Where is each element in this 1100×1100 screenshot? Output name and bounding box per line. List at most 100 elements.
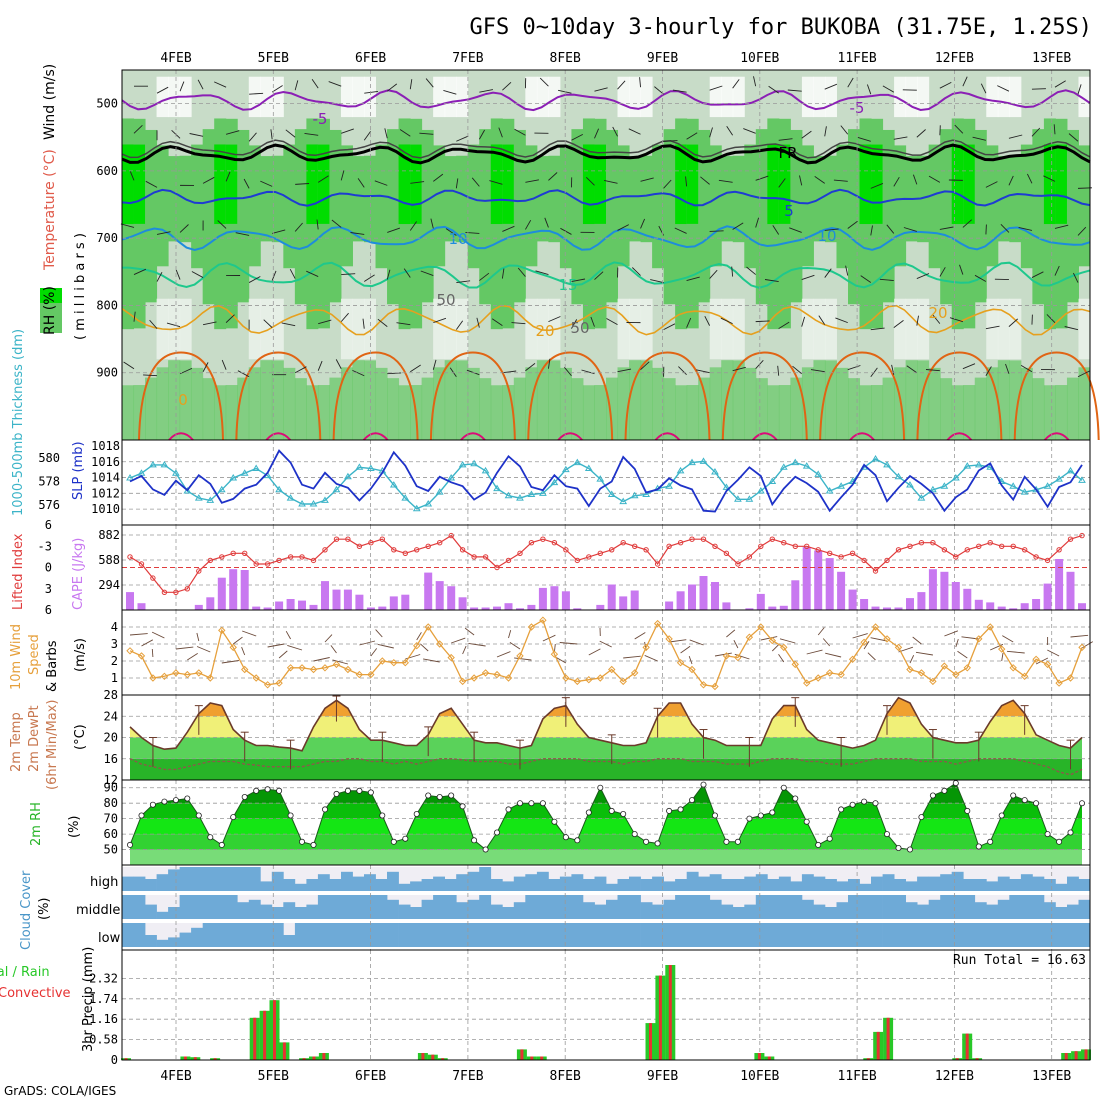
thickness-point: [756, 486, 765, 494]
cloud-cell-middle: [1032, 895, 1045, 919]
rh-band: [974, 129, 987, 303]
cape-bar: [1043, 583, 1052, 610]
wind-barb: [674, 227, 687, 234]
lifted-index-line: [129, 534, 1083, 593]
wind-barb: [471, 177, 480, 187]
wind-barb: [1064, 326, 1079, 331]
rh-point: [127, 841, 134, 848]
wind-barb: [479, 272, 490, 281]
rh-dry: [894, 76, 907, 118]
cloud-cell-middle: [940, 895, 953, 919]
cape-bar: [126, 592, 134, 610]
rh-point: [493, 829, 500, 836]
cloud-cell-low: [559, 923, 572, 947]
lifted-index-point: [345, 536, 351, 542]
cape-bar: [1009, 608, 1018, 610]
date-label-bottom: 7FEB: [452, 1069, 483, 1084]
wind-barb-10m: [324, 634, 333, 643]
wind-barb: [639, 77, 641, 88]
precip-convective-bar: [975, 1058, 979, 1060]
cape-bar: [504, 603, 513, 610]
rh-point: [344, 787, 351, 794]
cape-bar: [332, 589, 341, 610]
rh-point: [436, 794, 443, 801]
rh-dry: [801, 298, 814, 360]
rh-dry: [1009, 298, 1022, 360]
rh-band: [130, 818, 1082, 835]
rh-band: [248, 145, 261, 267]
cloud-cell-low: [940, 923, 953, 947]
wind-barb-10m: [909, 655, 915, 664]
rh-low: [1009, 360, 1022, 440]
lifted-index-point: [700, 536, 707, 542]
lifted-index-point: [930, 540, 936, 546]
wind-barb: [175, 269, 181, 280]
wind-barb: [558, 89, 572, 94]
thickness-point: [745, 495, 754, 502]
cloud-cell-high: [882, 874, 895, 891]
lifted-index-point: [196, 568, 202, 574]
thickness-point: [149, 460, 157, 468]
temperature-contour-25: [429, 351, 516, 441]
rh-dry: [260, 298, 273, 360]
wind-barb: [590, 316, 595, 327]
wind-barb: [772, 225, 780, 235]
wind-speed-point: [998, 645, 1006, 653]
cape-bar: [527, 604, 536, 610]
cloud-cell-middle: [859, 895, 872, 919]
cape-bar: [974, 599, 983, 610]
wind-speed-point: [275, 679, 283, 687]
wind-barb: [225, 171, 231, 182]
cloud-cell-high: [410, 881, 422, 891]
lifted-index-point: [689, 536, 695, 542]
precip-convective-bar: [263, 1010, 267, 1060]
lifted-index-point: [264, 561, 271, 567]
wind-barb: [962, 219, 972, 228]
wind-barb-10m: [129, 633, 148, 636]
chart-title: GFS 0~10day 3-hourly for BUKOBA (31.75E,…: [469, 15, 1092, 40]
cloud-cell-high: [732, 879, 745, 891]
thickness-point: [321, 496, 329, 503]
lifted-index-point: [1056, 547, 1062, 553]
wind-barb: [294, 80, 299, 91]
cloud-cell-low: [248, 923, 261, 947]
thickness-point: [676, 466, 685, 474]
wind-barb: [787, 89, 802, 92]
wind-barb: [755, 175, 769, 181]
thickness-point: [470, 459, 478, 467]
tick-label: 1014: [91, 471, 120, 485]
wind-speed-point: [906, 665, 914, 674]
cloud-cell-high: [548, 879, 561, 891]
cloud-cell-middle: [871, 895, 883, 919]
rh-dry: [732, 76, 745, 118]
cape-bar: [366, 607, 375, 610]
cloud-cell-low: [145, 935, 157, 947]
rh-point: [402, 835, 409, 842]
rh-low: [813, 360, 826, 440]
lifted-index-point: [827, 550, 833, 556]
wind-barb: [248, 132, 257, 142]
wind-barb-10m: [955, 638, 959, 648]
lifted-index-point: [230, 550, 236, 556]
rh-dry: [352, 76, 365, 118]
wind-barb: [640, 177, 654, 182]
contour-label: 10: [448, 230, 467, 248]
cape-lifted-index-panel: 294 588 882 6 -3 0 3 6: [38, 518, 1091, 617]
thickness-point: [252, 464, 261, 471]
wind-barb: [686, 276, 700, 281]
cloud-cell-low: [1055, 923, 1068, 947]
cloud-cell-middle: [294, 907, 307, 919]
wind-barb: [709, 269, 718, 279]
rh-band: [467, 144, 480, 269]
contour-label: 15: [558, 276, 577, 294]
wind-barb: [845, 265, 849, 276]
precip-convective-bar: [866, 1058, 870, 1060]
cloud-cell-high: [1043, 879, 1056, 891]
cloud-cell-high: [306, 879, 319, 891]
rh-dry: [260, 76, 273, 118]
cloud-cell-middle: [317, 895, 330, 919]
wind-barb: [818, 315, 826, 325]
wind-barb-10m: [1002, 635, 1014, 643]
wind-barb: [686, 317, 692, 328]
wind-barb: [925, 369, 940, 372]
